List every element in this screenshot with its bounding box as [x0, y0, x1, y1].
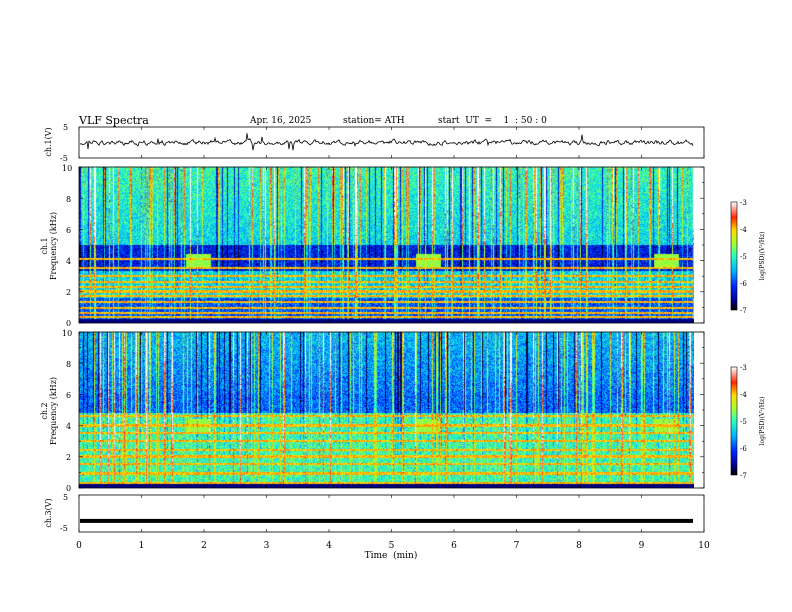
ch2-ytick-8: 8	[66, 360, 71, 369]
ch1-cbar-tick-m4: -4	[740, 226, 747, 234]
ch1-cbar-tick-m3: -3	[740, 199, 747, 207]
ch1-ytick-8: 8	[66, 195, 71, 204]
ch2-ytick-2: 2	[66, 453, 71, 462]
ch1-waveform-panel: 5 -5 ch.1(V)	[44, 123, 705, 163]
xtick-5: 5	[389, 541, 395, 551]
ch2-freq-ticks	[79, 331, 704, 489]
figure-title: VLF Spectra	[78, 114, 149, 127]
ch2-cbar-tick-m5: -5	[740, 418, 747, 426]
xtick-6: 6	[451, 541, 457, 551]
ch1-ytick-0: 0	[66, 319, 71, 328]
ch1-ytick-10: 10	[62, 164, 72, 173]
xtick-7: 7	[514, 541, 520, 551]
ch1-colorbar-label: log(PSD)(V²/Hz)	[759, 232, 766, 281]
ch2-spec-ylabel-2: Frequency (kHz)	[49, 377, 58, 445]
ch2-cbar-tick-m6: -6	[740, 445, 747, 453]
xtick-1: 1	[139, 541, 145, 551]
ch2-cbar-tick-m3: -3	[740, 364, 747, 372]
ch1-waveform-trace	[79, 133, 694, 151]
ch1-cbar-tick-m5: -5	[740, 253, 747, 261]
ch1-cbar-tick-m6: -6	[740, 280, 747, 288]
ch1-spectrogram-image	[79, 167, 694, 323]
ch3-ytick-top: 5	[63, 493, 68, 502]
ch2-ytick-0: 0	[66, 484, 71, 493]
xtick-0: 0	[76, 541, 82, 551]
time-axis: 0 1 2 3 4 5 6 7 8 9 10 Time (min)	[76, 541, 710, 561]
ch1-ytick-bottom: -5	[60, 154, 68, 163]
figure-date: Apr. 16, 2025	[249, 116, 312, 126]
ch2-cbar-tick-m4: -4	[740, 391, 747, 399]
x-axis-label: Time (min)	[365, 550, 418, 561]
figure-start-time: start UT = 1 : 50 : 0	[438, 116, 547, 126]
ch1-spec-ylabel-1: ch.1	[40, 237, 49, 254]
ch2-cbar-tick-m7: -7	[740, 472, 747, 480]
ch3-waveform-panel: 5 -5 ch.3(V)	[44, 493, 705, 533]
ch2-spec-ylabel-1: ch.2	[40, 402, 49, 419]
xtick-3: 3	[264, 541, 270, 551]
ch1-ylabel: ch.1(V)	[44, 127, 53, 156]
ch1-colorbar-frame	[730, 201, 738, 311]
ch2-colorbar-frame	[730, 366, 738, 476]
ch2-spectrogram-panel: 0 2 4 6 8 10 ch.2 Frequency (kHz)	[40, 329, 705, 493]
ch2-ytick-4: 4	[66, 422, 71, 431]
ch3-waveform-frame	[78, 494, 705, 533]
ch1-cbar-tick-m7: -7	[740, 307, 747, 315]
figure-station: station= ATH	[343, 116, 405, 126]
ch1-spectrogram-panel: 0 2 4 6 8 10 ch.1 Frequency (kHz)	[40, 164, 705, 328]
ch3-waveform-trace	[80, 518, 693, 523]
ch1-ytick-4: 4	[66, 257, 71, 266]
ch1-ytick-6: 6	[66, 226, 71, 235]
ch1-spec-ylabel-2: Frequency (kHz)	[49, 212, 58, 280]
ch1-colorbar: -3 -4 -5 -6 -7 log(PSD)(V²/Hz)	[730, 199, 766, 315]
xtick-4: 4	[326, 541, 332, 551]
xtick-10: 10	[698, 541, 710, 551]
ch2-ytick-6: 6	[66, 391, 71, 400]
ch1-colorbar-gradient	[731, 202, 737, 310]
xtick-9: 9	[639, 541, 645, 551]
ch2-colorbar-label: log(PSD)(V²/Hz)	[759, 397, 766, 446]
xtick-2: 2	[201, 541, 207, 551]
ch2-ytick-10: 10	[62, 329, 72, 338]
ch2-spectrogram-image	[79, 332, 694, 488]
ch1-ytick-top: 5	[63, 123, 68, 132]
ch1-freq-ticks	[79, 166, 704, 324]
ch3-ytick-bottom: -5	[60, 524, 68, 533]
ch3-ylabel: ch.3(V)	[44, 498, 53, 527]
ch1-ytick-2: 2	[66, 288, 71, 297]
xtick-8: 8	[576, 541, 582, 551]
ch2-colorbar-gradient	[731, 367, 737, 475]
time-ticks	[78, 127, 705, 532]
ch2-colorbar: -3 -4 -5 -6 -7 log(PSD)(V²/Hz)	[730, 364, 766, 480]
